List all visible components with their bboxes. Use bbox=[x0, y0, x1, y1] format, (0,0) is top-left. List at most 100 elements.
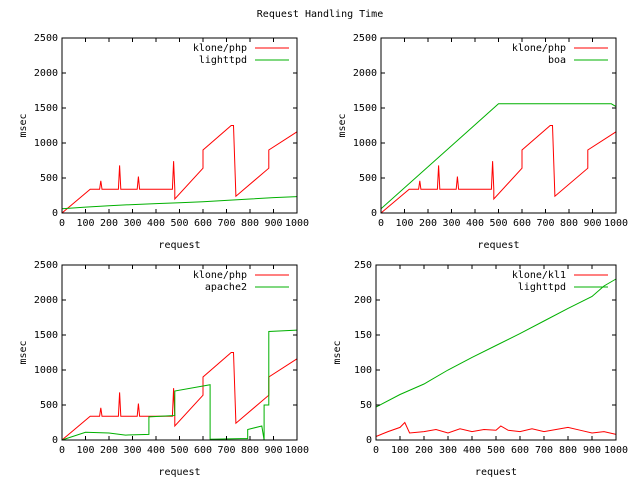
legend-label: apache2 bbox=[205, 282, 247, 293]
x-axis-label: request bbox=[477, 240, 519, 251]
x-tick-label: 100 bbox=[391, 445, 409, 456]
series-lighttpd bbox=[61, 196, 298, 210]
plot-frame bbox=[61, 264, 298, 441]
y-tick-label: 0 bbox=[52, 208, 58, 219]
figure-title: Request Handling Time bbox=[257, 9, 383, 20]
x-tick-label: 400 bbox=[147, 445, 165, 456]
x-tick-label: 200 bbox=[415, 445, 433, 456]
y-axis-label: msec bbox=[332, 340, 343, 364]
x-tick-label: 800 bbox=[241, 218, 259, 229]
y-tick-label: 500 bbox=[359, 173, 377, 184]
x-tick-label: 1000 bbox=[285, 218, 309, 229]
x-tick-label: 600 bbox=[513, 218, 531, 229]
legend-label: lighttpd bbox=[518, 282, 566, 293]
x-tick-label: 300 bbox=[442, 218, 460, 229]
x-axis-label: request bbox=[158, 240, 200, 251]
y-tick-label: 500 bbox=[40, 400, 58, 411]
x-tick-label: 700 bbox=[217, 218, 235, 229]
x-tick-label: 400 bbox=[463, 445, 481, 456]
chart-2: 0 500 1000 1500 2000 2500 0 100 200 300 400 500 600 7… bbox=[337, 33, 628, 251]
x-tick-label: 600 bbox=[511, 445, 529, 456]
x-tick-label: 600 bbox=[194, 445, 212, 456]
series-boa bbox=[380, 103, 617, 210]
x-axis-label: request bbox=[475, 467, 517, 478]
x-tick-label: 500 bbox=[487, 445, 505, 456]
chart-3: 0 500 1000 1500 2000 2500 0 100 200 300 400 500 600 7… bbox=[18, 260, 309, 478]
plot-frame bbox=[61, 37, 298, 214]
series-klone-php bbox=[61, 125, 298, 214]
y-tick-label: 250 bbox=[354, 260, 372, 271]
x-tick-label: 200 bbox=[419, 218, 437, 229]
y-tick-label: 0 bbox=[371, 208, 377, 219]
chart-1: 0 500 1000 1500 2000 2500 0 100 200 300 400 500 600 7… bbox=[18, 33, 309, 251]
series-klone-kl1 bbox=[375, 421, 617, 437]
x-tick-label: 900 bbox=[264, 218, 282, 229]
y-tick-label: 2500 bbox=[34, 33, 58, 44]
x-tick-label: 1000 bbox=[285, 445, 309, 456]
y-tick-label: 500 bbox=[40, 173, 58, 184]
x-tick-label: 800 bbox=[560, 218, 578, 229]
x-tick-label: 700 bbox=[536, 218, 554, 229]
x-tick-label: 500 bbox=[489, 218, 507, 229]
legend-label: lighttpd bbox=[199, 55, 247, 66]
x-tick-label: 700 bbox=[217, 445, 235, 456]
y-tick-label: 1500 bbox=[353, 103, 377, 114]
y-tick-label: 2500 bbox=[34, 260, 58, 271]
x-tick-label: 400 bbox=[147, 218, 165, 229]
series-lighttpd bbox=[375, 278, 617, 408]
x-tick-label: 0 bbox=[59, 445, 65, 456]
y-tick-label: 200 bbox=[354, 295, 372, 306]
x-tick-label: 100 bbox=[76, 218, 94, 229]
x-tick-label: 500 bbox=[170, 218, 188, 229]
y-axis-label: msec bbox=[18, 340, 29, 364]
legend-label: klone/php bbox=[193, 43, 247, 54]
x-tick-label: 100 bbox=[395, 218, 413, 229]
y-tick-label: 2000 bbox=[353, 68, 377, 79]
legend-label: klone/php bbox=[512, 43, 566, 54]
series-klone-php bbox=[380, 125, 617, 214]
x-tick-label: 1000 bbox=[604, 218, 628, 229]
legend-label: klone/kl1 bbox=[512, 270, 566, 281]
x-tick-label: 500 bbox=[170, 445, 188, 456]
x-tick-label: 300 bbox=[123, 445, 141, 456]
y-tick-label: 50 bbox=[360, 400, 372, 411]
y-tick-label: 1500 bbox=[34, 330, 58, 341]
y-tick-label: 1000 bbox=[353, 138, 377, 149]
y-tick-label: 2500 bbox=[353, 33, 377, 44]
x-tick-label: 0 bbox=[59, 218, 65, 229]
x-tick-label: 400 bbox=[466, 218, 484, 229]
x-tick-label: 900 bbox=[264, 445, 282, 456]
series-klone-php bbox=[61, 352, 298, 441]
y-tick-label: 2000 bbox=[34, 68, 58, 79]
x-tick-label: 700 bbox=[535, 445, 553, 456]
plot-frame bbox=[380, 37, 617, 214]
y-tick-label: 0 bbox=[366, 435, 372, 446]
x-tick-label: 100 bbox=[76, 445, 94, 456]
x-tick-label: 300 bbox=[123, 218, 141, 229]
x-tick-label: 600 bbox=[194, 218, 212, 229]
y-tick-label: 150 bbox=[354, 330, 372, 341]
series-apache2 bbox=[61, 329, 298, 441]
x-tick-label: 200 bbox=[100, 218, 118, 229]
x-axis-label: request bbox=[158, 467, 200, 478]
y-tick-label: 1500 bbox=[34, 103, 58, 114]
y-axis-label: msec bbox=[337, 113, 348, 137]
x-tick-label: 900 bbox=[583, 218, 601, 229]
plot-frame bbox=[375, 264, 617, 441]
x-tick-label: 300 bbox=[439, 445, 457, 456]
y-tick-label: 2000 bbox=[34, 295, 58, 306]
y-tick-label: 100 bbox=[354, 365, 372, 376]
x-tick-label: 1000 bbox=[604, 445, 628, 456]
y-tick-label: 1000 bbox=[34, 138, 58, 149]
chart-4: 0 50 100 150 200 250 0 100 200 300 400 500 600 700 800… bbox=[332, 260, 628, 478]
y-axis-label: msec bbox=[18, 113, 29, 137]
x-tick-label: 900 bbox=[583, 445, 601, 456]
x-tick-label: 0 bbox=[373, 445, 379, 456]
legend-label: klone/php bbox=[193, 270, 247, 281]
x-tick-label: 800 bbox=[559, 445, 577, 456]
x-tick-label: 200 bbox=[100, 445, 118, 456]
y-tick-label: 1000 bbox=[34, 365, 58, 376]
y-tick-label: 0 bbox=[52, 435, 58, 446]
legend-label: boa bbox=[548, 55, 566, 66]
